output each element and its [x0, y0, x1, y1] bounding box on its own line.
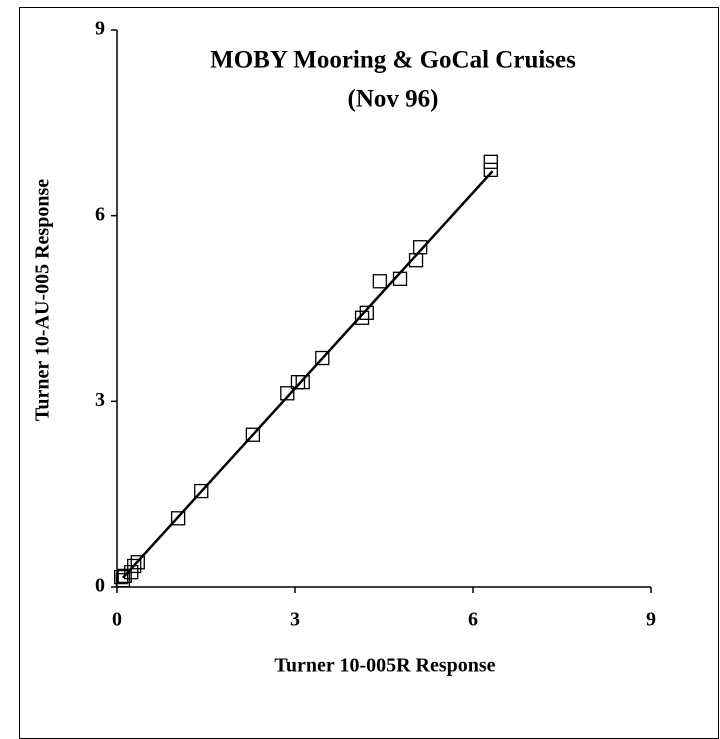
point	[483, 154, 498, 169]
frame	[19, 7, 719, 739]
fit-line	[122, 170, 494, 579]
y-tick-label: 9	[95, 18, 105, 40]
point	[115, 573, 131, 588]
x-tick-label: 0	[112, 609, 122, 631]
x-axis-label: Turner 10-005R Response	[274, 655, 495, 677]
y-tick-label: 6	[95, 203, 105, 225]
point	[483, 162, 498, 178]
chart-subtitle: (Nov 96)	[348, 86, 439, 113]
point	[245, 427, 261, 442]
point	[170, 511, 186, 526]
point	[114, 569, 129, 585]
y-tick-label: 3	[95, 389, 105, 411]
point	[280, 386, 295, 401]
point	[315, 350, 330, 366]
x-tick-label: 9	[646, 609, 656, 631]
y-axis-label: Turner 10-AU-005 Response	[32, 179, 54, 421]
point	[372, 274, 387, 289]
point	[290, 374, 306, 390]
point	[359, 305, 374, 320]
point	[354, 310, 370, 325]
chart-title: MOBY Mooring & GoCal Cruises	[210, 47, 576, 74]
point	[194, 483, 209, 499]
x-tick-label: 6	[468, 609, 478, 631]
point	[117, 568, 132, 584]
x-tick-label: 3	[290, 609, 300, 631]
y-tick-label: 0	[95, 575, 105, 597]
